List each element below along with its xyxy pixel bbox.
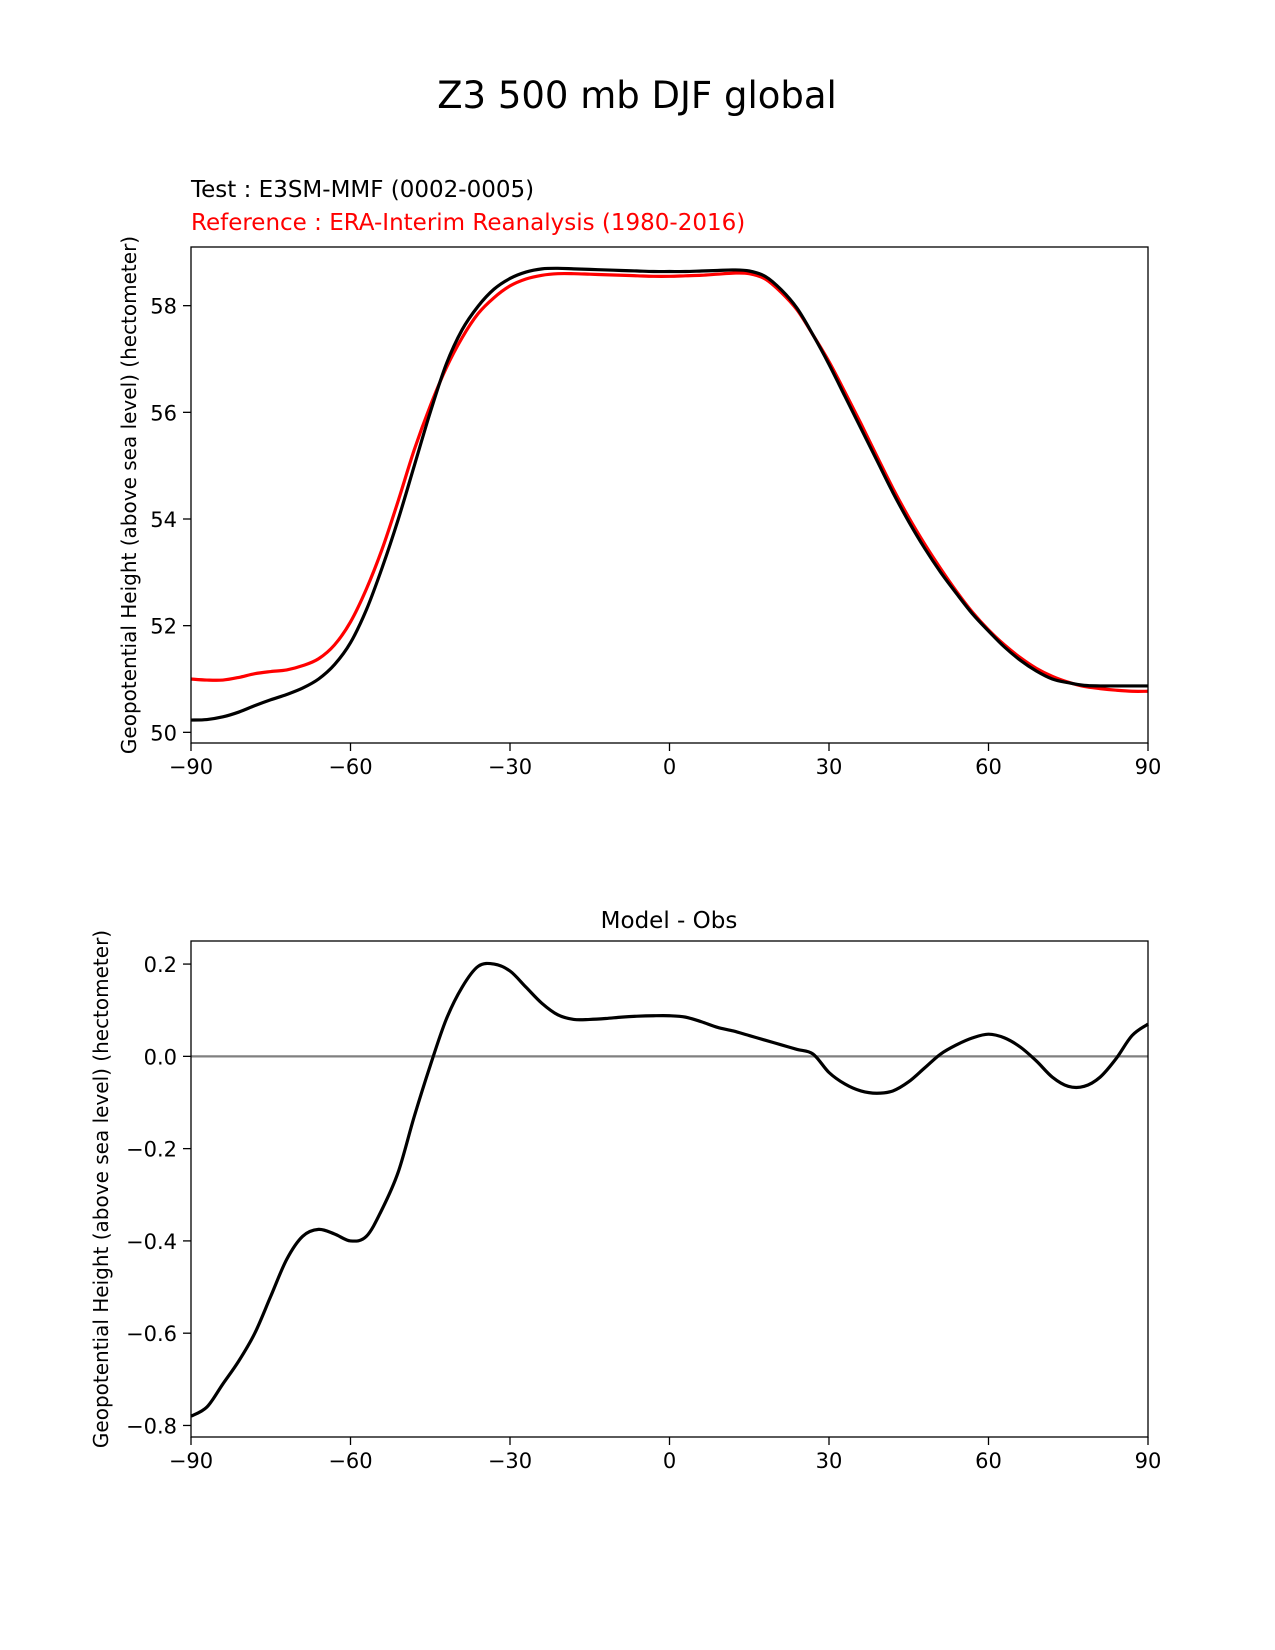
bottom-series — [190, 961, 1149, 1418]
figure-title: Z3 500 mb DJF global — [437, 74, 837, 117]
x-tick-label: 30 — [816, 755, 843, 779]
bottom-ylabel: Geopotential Height (above sea level) (h… — [89, 930, 113, 1448]
x-tick-label: 60 — [975, 1449, 1002, 1473]
x-tick-label: 30 — [816, 1449, 843, 1473]
x-tick-label: −30 — [488, 755, 532, 779]
bottom-y-ticks: −0.8 −0.6 −0.4 −0.2 0.0 0.2 — [126, 953, 191, 1438]
y-tick-label: −0.4 — [126, 1230, 177, 1254]
y-tick-label: −0.2 — [126, 1138, 177, 1162]
top-axes-frame — [190, 246, 1149, 744]
series-line-reference — [190, 271, 1149, 693]
x-tick-label: −60 — [328, 1449, 372, 1473]
x-tick-label: 90 — [1135, 755, 1162, 779]
y-tick-label: 54 — [150, 508, 177, 532]
y-tick-label: 58 — [150, 295, 177, 319]
top-y-ticks: 50 52 54 56 58 — [150, 295, 191, 745]
bottom-title: Model - Obs — [601, 908, 738, 934]
x-tick-label: 90 — [1135, 1449, 1162, 1473]
y-tick-label: 0.0 — [144, 1045, 177, 1069]
x-tick-label: −60 — [328, 755, 372, 779]
x-tick-label: 0 — [663, 1449, 676, 1473]
x-tick-label: −30 — [488, 1449, 532, 1473]
y-tick-label: 56 — [150, 401, 177, 425]
bottom-axes-frame — [190, 940, 1149, 1438]
y-tick-label: −0.8 — [126, 1414, 177, 1438]
y-tick-label: 52 — [150, 615, 177, 639]
bottom-x-ticks: −90 −60 −30 0 30 60 90 — [169, 1437, 1162, 1473]
test-label: Test : E3SM-MMF (0002-0005) — [190, 177, 534, 203]
y-tick-label: 0.2 — [144, 953, 177, 977]
reference-label: Reference : ERA-Interim Reanalysis (1980… — [191, 210, 745, 236]
x-tick-label: −90 — [169, 1449, 213, 1473]
top-ylabel: Geopotential Height (above sea level) (h… — [117, 236, 141, 754]
y-tick-label: 50 — [150, 721, 177, 745]
x-tick-label: 0 — [663, 755, 676, 779]
bottom-chart: −0.8 −0.6 −0.4 −0.2 0.0 0.2 −90 −60 −30 0 30 60 90 — [126, 940, 1162, 1473]
top-x-ticks: −90 −60 −30 0 30 60 90 — [169, 743, 1162, 779]
x-tick-label: −90 — [169, 755, 213, 779]
y-tick-label: −0.6 — [126, 1322, 177, 1346]
top-series — [190, 266, 1149, 722]
top-chart: 50 52 54 56 58 −90 −60 −30 0 30 60 90 — [150, 246, 1162, 779]
x-tick-label: 60 — [975, 755, 1002, 779]
series-line-test — [190, 266, 1148, 722]
series-line-model-obs — [190, 961, 1149, 1418]
